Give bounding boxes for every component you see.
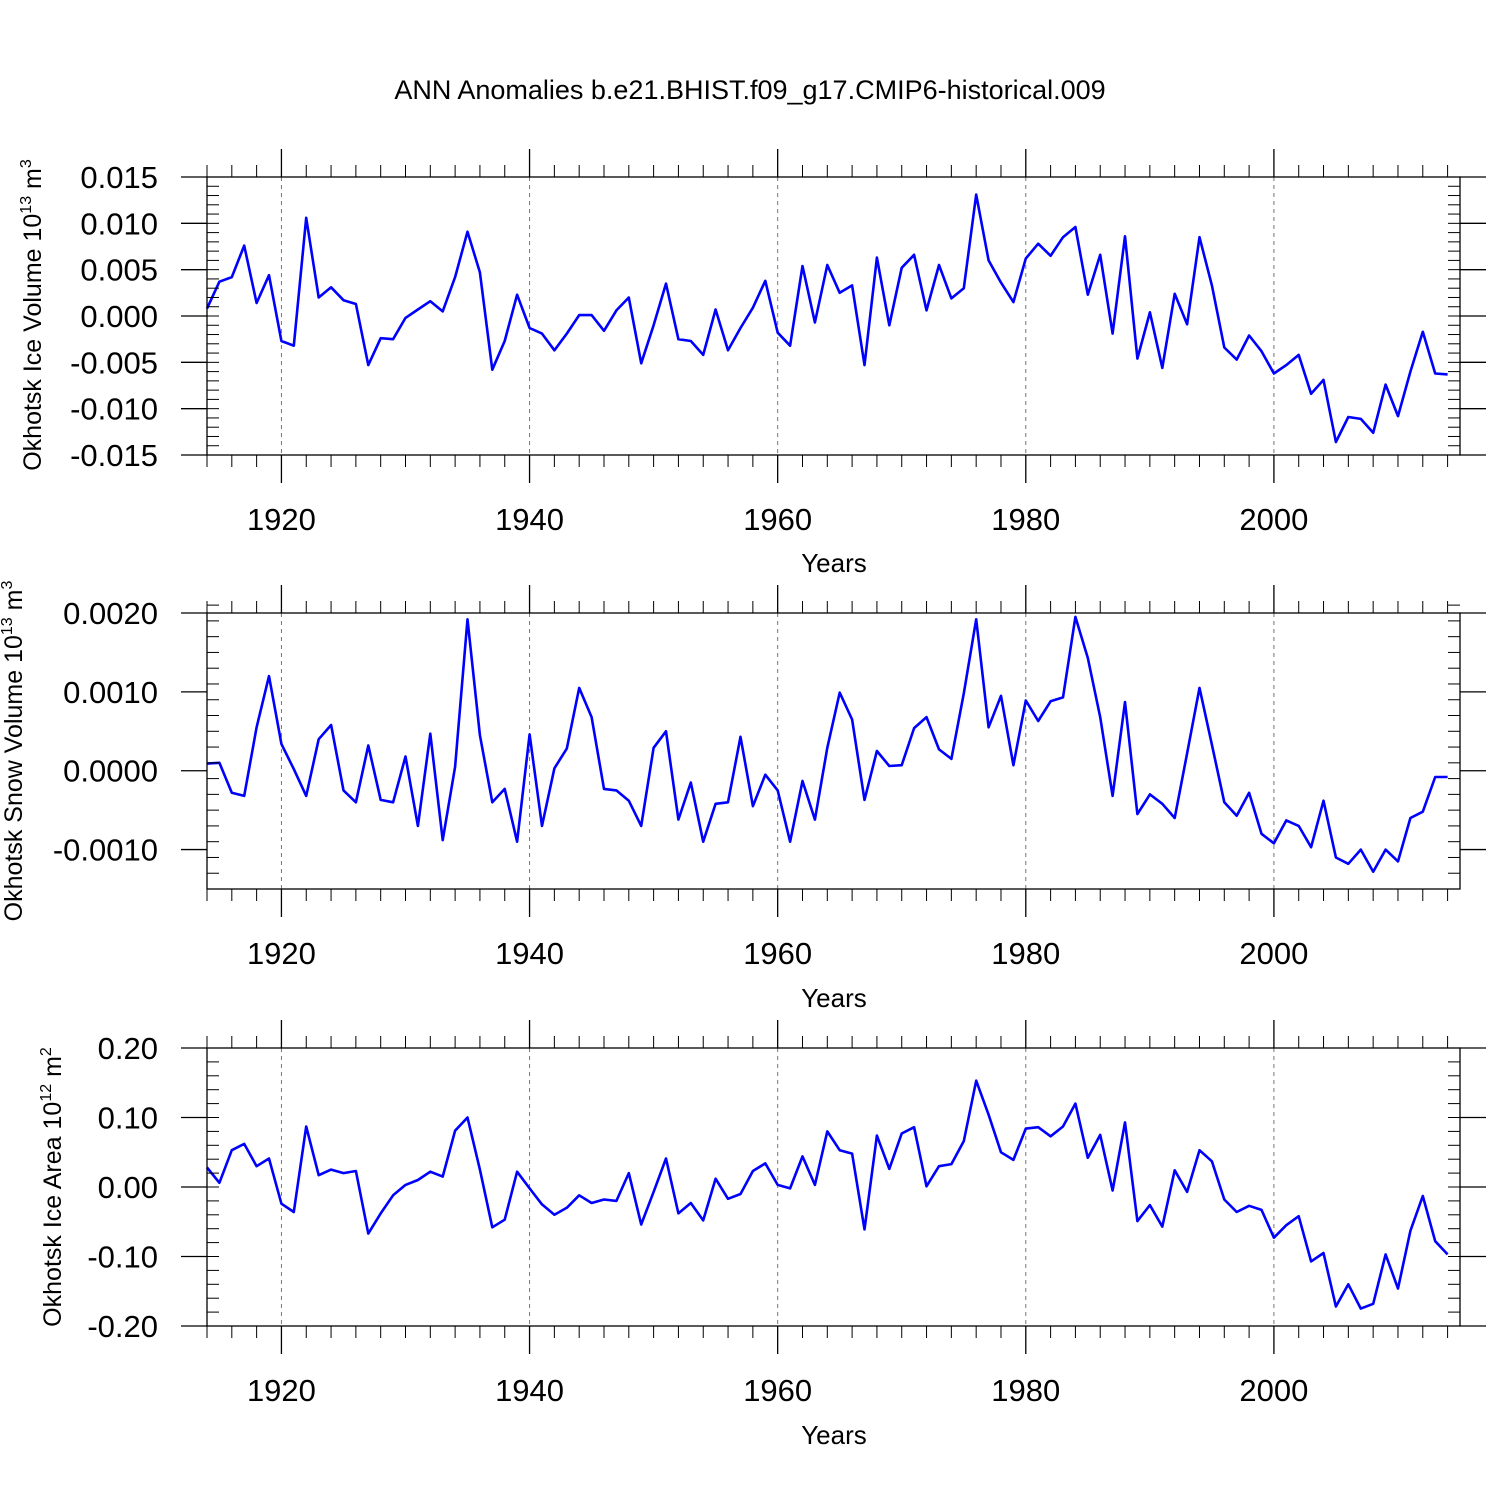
plot-frame bbox=[206, 1047, 1461, 1327]
y-tick-label: -0.10 bbox=[87, 1240, 158, 1275]
y-tick-label: 0.0020 bbox=[63, 596, 158, 631]
y-tick-label: 0.10 bbox=[98, 1101, 158, 1136]
ylabel-snow-volume-unit-rest-exp: 3 bbox=[0, 581, 16, 590]
x-tick-label: 1960 bbox=[743, 502, 812, 537]
y-tick-label: 0.000 bbox=[80, 299, 158, 334]
y-tick-label: 0.005 bbox=[80, 253, 158, 288]
ylabel-ice-area-name: Okhotsk Ice Area bbox=[39, 1136, 67, 1326]
x-tick-label: 1940 bbox=[495, 502, 564, 537]
x-tick-label: 1960 bbox=[743, 1373, 812, 1408]
xlabel-ice-volume: Years bbox=[801, 548, 867, 578]
x-tick-label: 2000 bbox=[1239, 502, 1308, 537]
ylabel-ice-volume-exp: 13 bbox=[18, 196, 35, 214]
series-line bbox=[206, 615, 1448, 874]
y-tick-label: 0.015 bbox=[80, 160, 158, 195]
y-tick-label: -0.20 bbox=[87, 1309, 158, 1344]
x-tick-label: 1980 bbox=[991, 1373, 1060, 1408]
ylabel-ice-volume-unit-rest: m bbox=[19, 168, 47, 196]
chart-title: ANN Anomalies b.e21.BHIST.f09_g17.CMIP6-… bbox=[394, 75, 1105, 105]
y-tick-label: -0.010 bbox=[70, 392, 158, 427]
x-tick-label: 1960 bbox=[743, 936, 812, 971]
x-tick-label: 1920 bbox=[247, 502, 316, 537]
panel-ice-volume: Years Okhotsk Ice Volume 1013 m3 1920 194… bbox=[18, 149, 1486, 578]
y-tick-label: -0.005 bbox=[70, 345, 158, 380]
ylabel-ice-area-exp: 12 bbox=[38, 1084, 55, 1102]
x-tick-label: 1940 bbox=[495, 1373, 564, 1408]
plot-frame bbox=[206, 176, 1461, 456]
ylabel-ice-volume-unit-rest-exp: 3 bbox=[18, 159, 35, 168]
ylabel-snow-volume-unit-rest: m bbox=[0, 590, 28, 618]
y-tick-label: 0.20 bbox=[98, 1031, 158, 1066]
ylabel-ice-volume-name: Okhotsk Ice Volume bbox=[19, 248, 47, 470]
series-line bbox=[205, 1079, 1449, 1310]
y-tick-label: 0.010 bbox=[80, 206, 158, 241]
panel-snow-volume: Years Okhotsk Snow Volume 1013 m3 1920 19… bbox=[0, 581, 1486, 1013]
ylabel-ice-volume-unit: 10 bbox=[19, 214, 47, 242]
ylabel-snow-volume-exp: 13 bbox=[0, 617, 16, 635]
x-tick-label: 1980 bbox=[991, 936, 1060, 971]
x-tick-label: 1920 bbox=[247, 936, 316, 971]
ylabel-ice-area: Okhotsk Ice Area 1012 m2 bbox=[38, 1047, 67, 1327]
xlabel-ice-area: Years bbox=[801, 1420, 867, 1450]
x-tick-label: 2000 bbox=[1239, 936, 1308, 971]
y-tick-label: -0.0010 bbox=[53, 833, 158, 868]
ylabel-ice-area-unit: 10 bbox=[39, 1102, 67, 1130]
ylabel-ice-area-unit-rest: m bbox=[39, 1056, 67, 1084]
y-tick-label: 0.0010 bbox=[63, 675, 158, 710]
ylabel-ice-volume: Okhotsk Ice Volume 1013 m3 bbox=[18, 159, 47, 471]
plot-frame bbox=[206, 612, 1461, 890]
ylabel-snow-volume: Okhotsk Snow Volume 1013 m3 bbox=[0, 581, 28, 922]
panel-ice-area: Years Okhotsk Ice Area 1012 m2 1920 1940 1… bbox=[38, 1020, 1486, 1450]
x-tick-label: 2000 bbox=[1239, 1373, 1308, 1408]
series-line bbox=[205, 193, 1448, 444]
y-tick-label: -0.015 bbox=[70, 438, 158, 473]
x-tick-label: 1940 bbox=[495, 936, 564, 971]
x-tick-label: 1980 bbox=[991, 502, 1060, 537]
ylabel-snow-volume-name: Okhotsk Snow Volume bbox=[0, 670, 28, 922]
xlabel-snow-volume: Years bbox=[801, 983, 867, 1013]
x-tick-label: 1920 bbox=[247, 1373, 316, 1408]
ylabel-ice-area-unit-rest-exp: 2 bbox=[38, 1047, 55, 1056]
ylabel-snow-volume-unit: 10 bbox=[0, 635, 28, 663]
y-tick-label: 0.00 bbox=[98, 1170, 158, 1205]
y-tick-label: 0.0000 bbox=[63, 754, 158, 789]
